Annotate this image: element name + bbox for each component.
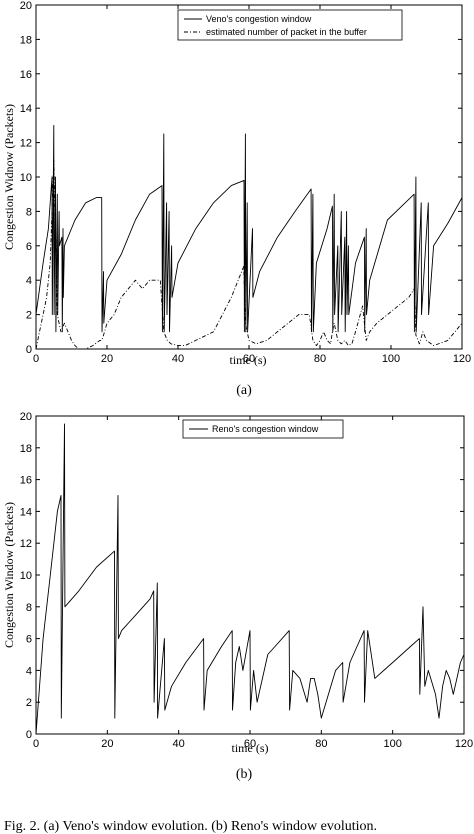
panel-b-label: (b) xyxy=(236,767,253,782)
y-tick-label: 8 xyxy=(26,602,32,614)
x-tick-label: 40 xyxy=(172,353,184,365)
panel-b-ticks: 0 20 40 60 80 100 120 0 2 4 6 8 10 12 14 16 18 20 xyxy=(20,411,473,750)
y-tick-label: 10 xyxy=(20,570,32,582)
y-tick-label: 4 xyxy=(26,665,32,677)
panel-a: 0 20 40 60 80 100 120 0 2 4 6 8 10 12 14 16 18 20 time (s… xyxy=(2,0,471,398)
panel-a-lines xyxy=(35,124,463,350)
series-line xyxy=(35,423,465,735)
y-tick-label: 6 xyxy=(26,241,32,253)
figure-caption: Fig. 2. (a) Veno's window evolution. (b)… xyxy=(4,819,377,834)
y-tick-label: 4 xyxy=(26,275,32,287)
y-tick-label: 8 xyxy=(26,206,32,218)
y-tick-label: 14 xyxy=(20,103,32,115)
y-tick-label: 2 xyxy=(26,310,32,322)
x-tick-label: 40 xyxy=(173,738,185,750)
panel-b-xlabel: time (s) xyxy=(232,741,269,755)
x-tick-label: 20 xyxy=(101,738,113,750)
legend-label-reno: Reno's congestion window xyxy=(212,424,319,434)
y-tick-label: 12 xyxy=(20,538,32,550)
panel-a-xlabel: time (s) xyxy=(230,353,267,367)
series-line xyxy=(35,124,463,333)
panel-a-label: (a) xyxy=(236,383,252,398)
y-tick-label: 10 xyxy=(20,172,32,184)
x-tick-label: 20 xyxy=(101,353,113,365)
legend-label-veno: Veno's congestion window xyxy=(206,14,312,24)
x-tick-label: 0 xyxy=(33,738,39,750)
series-line xyxy=(35,159,463,350)
panel-b-legend: Reno's congestion window xyxy=(182,419,344,439)
panel-b-legend-box xyxy=(182,419,344,439)
x-tick-label: 100 xyxy=(383,738,401,750)
x-tick-label: 100 xyxy=(382,353,400,365)
y-tick-label: 16 xyxy=(20,69,32,81)
x-tick-label: 0 xyxy=(33,353,39,365)
panel-a-legend: Veno's congestion window estimated numbe… xyxy=(177,9,403,41)
x-tick-label: 80 xyxy=(315,738,327,750)
y-tick-label: 20 xyxy=(20,0,32,12)
panel-b-ylabel: Congestion Window (Packets) xyxy=(2,502,16,648)
panel-b-lines xyxy=(35,423,465,735)
x-tick-label: 60 xyxy=(244,738,256,750)
x-tick-label: 80 xyxy=(314,353,326,365)
y-tick-label: 0 xyxy=(26,729,32,741)
x-tick-label: 120 xyxy=(453,353,471,365)
panel-a-ylabel: Congestion Widnow (Packets) xyxy=(2,104,16,250)
x-tick-label: 120 xyxy=(455,738,473,750)
panel-a-legend-box xyxy=(177,9,403,41)
y-tick-label: 0 xyxy=(26,344,32,356)
y-tick-label: 12 xyxy=(20,138,32,150)
y-tick-label: 20 xyxy=(20,411,32,423)
panel-a-ticks: 0 20 40 60 80 100 120 0 2 4 6 8 10 12 14 16 18 20 xyxy=(20,0,471,365)
y-tick-label: 16 xyxy=(20,475,32,487)
y-tick-label: 6 xyxy=(26,634,32,646)
legend-label-buffer: estimated number of packet in the buffer xyxy=(206,27,367,37)
y-tick-label: 14 xyxy=(20,506,32,518)
y-tick-label: 18 xyxy=(20,34,32,46)
panel-b: 0 20 40 60 80 100 120 0 2 4 6 8 10 12 14 16 18 20 time (s… xyxy=(2,411,473,782)
x-tick-label: 60 xyxy=(243,353,255,365)
y-tick-label: 18 xyxy=(20,443,32,455)
y-tick-label: 2 xyxy=(26,697,32,709)
